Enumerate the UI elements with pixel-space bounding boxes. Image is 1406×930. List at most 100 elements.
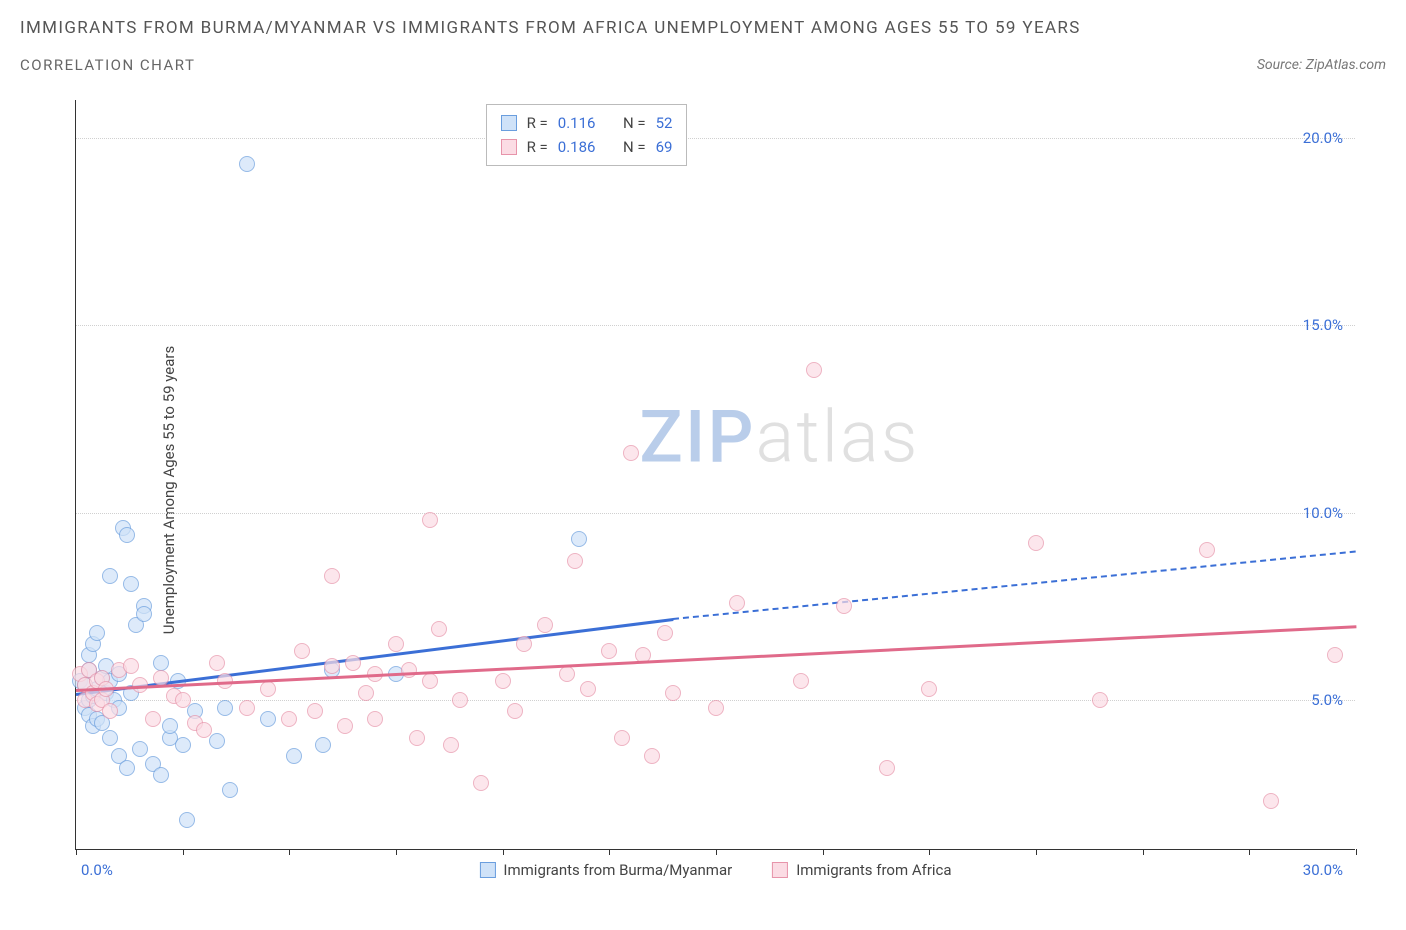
trend-line [76, 625, 1356, 692]
data-point [145, 711, 161, 727]
x-tick [1036, 849, 1037, 855]
data-point [162, 718, 178, 734]
data-point [879, 760, 895, 776]
x-tick [1143, 849, 1144, 855]
legend-label-burma: Immigrants from Burma/Myanmar [503, 861, 732, 879]
bottom-legend: Immigrants from Burma/Myanmar Immigrants… [479, 861, 951, 879]
data-point [239, 700, 255, 716]
x-tick [609, 849, 610, 855]
data-point [567, 553, 583, 569]
stat-swatch [501, 115, 517, 131]
x-max-label: 30.0% [1303, 861, 1343, 879]
data-point [175, 692, 191, 708]
x-tick [396, 849, 397, 855]
data-point [102, 568, 118, 584]
data-point [132, 741, 148, 757]
y-tick-label: 20.0% [1303, 129, 1343, 147]
stat-n-label: N = [623, 111, 646, 135]
data-point [388, 636, 404, 652]
x-min-label: 0.0% [81, 861, 113, 879]
x-tick [503, 849, 504, 855]
data-point [793, 673, 809, 689]
stat-n-value: 69 [656, 135, 673, 159]
data-point [644, 748, 660, 764]
data-point [729, 595, 745, 611]
data-point [1199, 542, 1215, 558]
subtitle-row: CORRELATION CHART Source: ZipAtlas.com [20, 56, 1386, 74]
chart-header: IMMIGRANTS FROM BURMA/MYANMAR VS IMMIGRA… [0, 0, 1406, 74]
data-point [294, 643, 310, 659]
y-tick-label: 5.0% [1311, 691, 1343, 709]
trend-line-dashed [673, 550, 1356, 619]
data-point [307, 703, 323, 719]
data-point [179, 812, 195, 828]
data-point [209, 733, 225, 749]
x-tick [929, 849, 930, 855]
legend-item-africa: Immigrants from Africa [772, 861, 951, 879]
data-point [153, 670, 169, 686]
data-point [559, 666, 575, 682]
data-point [136, 606, 152, 622]
data-point [657, 625, 673, 641]
data-point [217, 700, 233, 716]
stat-r-value: 0.116 [558, 111, 596, 135]
data-point [358, 685, 374, 701]
data-point [537, 617, 553, 633]
stat-swatch [501, 139, 517, 155]
gridline [76, 138, 1355, 139]
x-tick [716, 849, 717, 855]
data-point [324, 658, 340, 674]
data-point [836, 598, 852, 614]
data-point [571, 531, 587, 547]
data-point [281, 711, 297, 727]
y-tick-label: 10.0% [1303, 504, 1343, 522]
correlation-stats-box: R = 0.116 N = 52 R = 0.186 N = 69 [486, 104, 688, 166]
data-point [153, 767, 169, 783]
data-point [209, 655, 225, 671]
x-tick [1249, 849, 1250, 855]
data-point [119, 760, 135, 776]
data-point [89, 625, 105, 641]
data-point [580, 681, 596, 697]
data-point [260, 711, 276, 727]
stat-row: R = 0.116 N = 52 [501, 111, 673, 135]
data-point [409, 730, 425, 746]
data-point [260, 681, 276, 697]
data-point [1263, 793, 1279, 809]
stat-r-label: R = [527, 111, 548, 135]
data-point [367, 711, 383, 727]
data-point [708, 700, 724, 716]
x-tick [76, 849, 77, 855]
data-point [337, 718, 353, 734]
legend-label-africa: Immigrants from Africa [796, 861, 951, 879]
data-point [452, 692, 468, 708]
x-tick [823, 849, 824, 855]
data-point [315, 737, 331, 753]
data-point [175, 737, 191, 753]
data-point [614, 730, 630, 746]
data-point [119, 527, 135, 543]
data-point [102, 730, 118, 746]
data-point [806, 362, 822, 378]
stat-r-value: 0.186 [558, 135, 596, 159]
y-tick-label: 15.0% [1303, 316, 1343, 334]
chart-subtitle: CORRELATION CHART [20, 56, 195, 74]
data-point [345, 655, 361, 671]
data-point [431, 621, 447, 637]
data-point [422, 673, 438, 689]
data-point [196, 722, 212, 738]
data-point [1028, 535, 1044, 551]
data-point [516, 636, 532, 652]
data-point [123, 658, 139, 674]
chart-container: Unemployment Among Ages 55 to 59 years 0… [20, 100, 1380, 880]
data-point [153, 655, 169, 671]
stat-r-label: R = [527, 135, 548, 159]
x-tick [183, 849, 184, 855]
data-point [623, 445, 639, 461]
stat-row: R = 0.186 N = 69 [501, 135, 673, 159]
stat-n-label: N = [623, 135, 646, 159]
data-point [102, 703, 118, 719]
data-point [473, 775, 489, 791]
gridline [76, 513, 1355, 514]
data-point [422, 512, 438, 528]
